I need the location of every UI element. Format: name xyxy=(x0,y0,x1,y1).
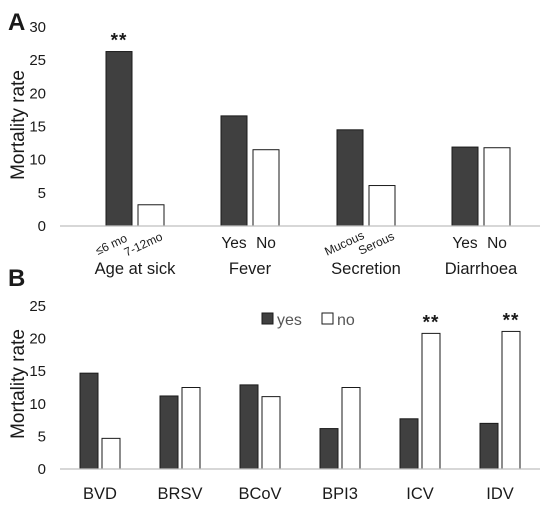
panel-a-bar-1-0 xyxy=(220,115,248,227)
panel-b-category-label-5: IDV xyxy=(486,485,514,503)
panel-a-sub-label-0-1: 7-12mo xyxy=(122,229,165,259)
panel-b-y-axis-label: Mortality rate xyxy=(8,329,29,439)
panel-a-sub-label-3-0: Yes xyxy=(452,235,478,252)
panel-a-y-tick-2: 10 xyxy=(29,152,46,169)
panel-a-group-label-0: Age at sick xyxy=(95,260,176,278)
panel-a-bar-1-1 xyxy=(252,149,280,227)
legend-swatch-yes xyxy=(261,312,274,325)
panel-a-bar-3-0 xyxy=(451,146,479,227)
panel-a-bar-3-1 xyxy=(483,147,511,227)
panel-a-sub-label-1-0: Yes xyxy=(221,235,247,252)
panel-b: B Mortality rate 0 5 10 15 20 25 ** ** BVD BRSV… xyxy=(8,265,540,503)
legend-label-no: no xyxy=(337,312,355,329)
panel-a-sub-label-1-1: No xyxy=(256,235,276,252)
panel-a-y-axis-label: Mortality rate xyxy=(8,70,29,180)
panel-b-letter: B xyxy=(8,265,25,292)
panel-b-y-tick-5: 25 xyxy=(29,298,46,315)
panel-b-y-tick-2: 10 xyxy=(29,396,46,413)
panel-b-bar-1-0 xyxy=(159,395,179,470)
panel-b-bar-5-0 xyxy=(479,422,499,470)
panel-b-y-tick-1: 5 xyxy=(38,428,46,445)
panel-b-legend: yes no xyxy=(261,312,355,329)
panel-b-y-tick-4: 20 xyxy=(29,331,46,348)
panel-a-y-tick-0: 0 xyxy=(38,218,46,235)
panel-a-annotation-0: ** xyxy=(111,31,128,52)
panel-b-category-label-0: BVD xyxy=(83,485,117,503)
panel-b-annotation-0: ** xyxy=(423,312,440,333)
panel-a-group-label-2: Secretion xyxy=(331,260,401,278)
panel-b-category-label-1: BRSV xyxy=(158,485,203,503)
panel-b-bar-3-1 xyxy=(341,387,361,470)
panel-b-bar-4-1 xyxy=(421,332,441,470)
panel-a-bar-0-1 xyxy=(137,204,165,227)
panel-a-y-tick-1: 5 xyxy=(38,185,46,202)
panel-b-bar-0-0 xyxy=(79,372,99,470)
panel-b-category-label-2: BCoV xyxy=(238,485,281,503)
panel-a-letter: A xyxy=(8,9,25,36)
panel-a-bar-2-1 xyxy=(368,185,396,227)
panel-a-y-tick-4: 20 xyxy=(29,85,46,102)
panel-b-bar-2-1 xyxy=(261,396,281,470)
legend-label-yes: yes xyxy=(277,312,302,329)
panel-a-y-tick-3: 15 xyxy=(29,119,46,136)
panel-b-bar-3-0 xyxy=(319,428,339,470)
panel-b-bar-5-1 xyxy=(501,330,521,470)
panel-b-bar-0-1 xyxy=(101,437,121,470)
panel-a-bar-2-0 xyxy=(336,129,364,227)
panel-a-y-tick-5: 25 xyxy=(29,52,46,69)
panel-a-group-label-1: Fever xyxy=(229,260,272,278)
panel-b-bar-2-0 xyxy=(239,384,259,470)
panel-b-bar-1-1 xyxy=(181,387,201,470)
legend-swatch-no xyxy=(321,312,334,325)
panel-b-y-tick-3: 15 xyxy=(29,363,46,380)
panel-a-group-label-3: Diarrhoea xyxy=(445,260,518,278)
panel-a-y-tick-6: 30 xyxy=(29,19,46,36)
panel-b-annotation-1: ** xyxy=(503,310,520,331)
panel-b-y-tick-0: 0 xyxy=(38,461,46,478)
panel-a-bar-0-0 xyxy=(105,51,133,227)
panel-b-category-label-4: ICV xyxy=(406,485,434,503)
panel-a-sub-label-3-1: No xyxy=(487,235,507,252)
panel-b-category-label-3: BPI3 xyxy=(322,485,358,503)
panel-b-bar-4-0 xyxy=(399,418,419,470)
